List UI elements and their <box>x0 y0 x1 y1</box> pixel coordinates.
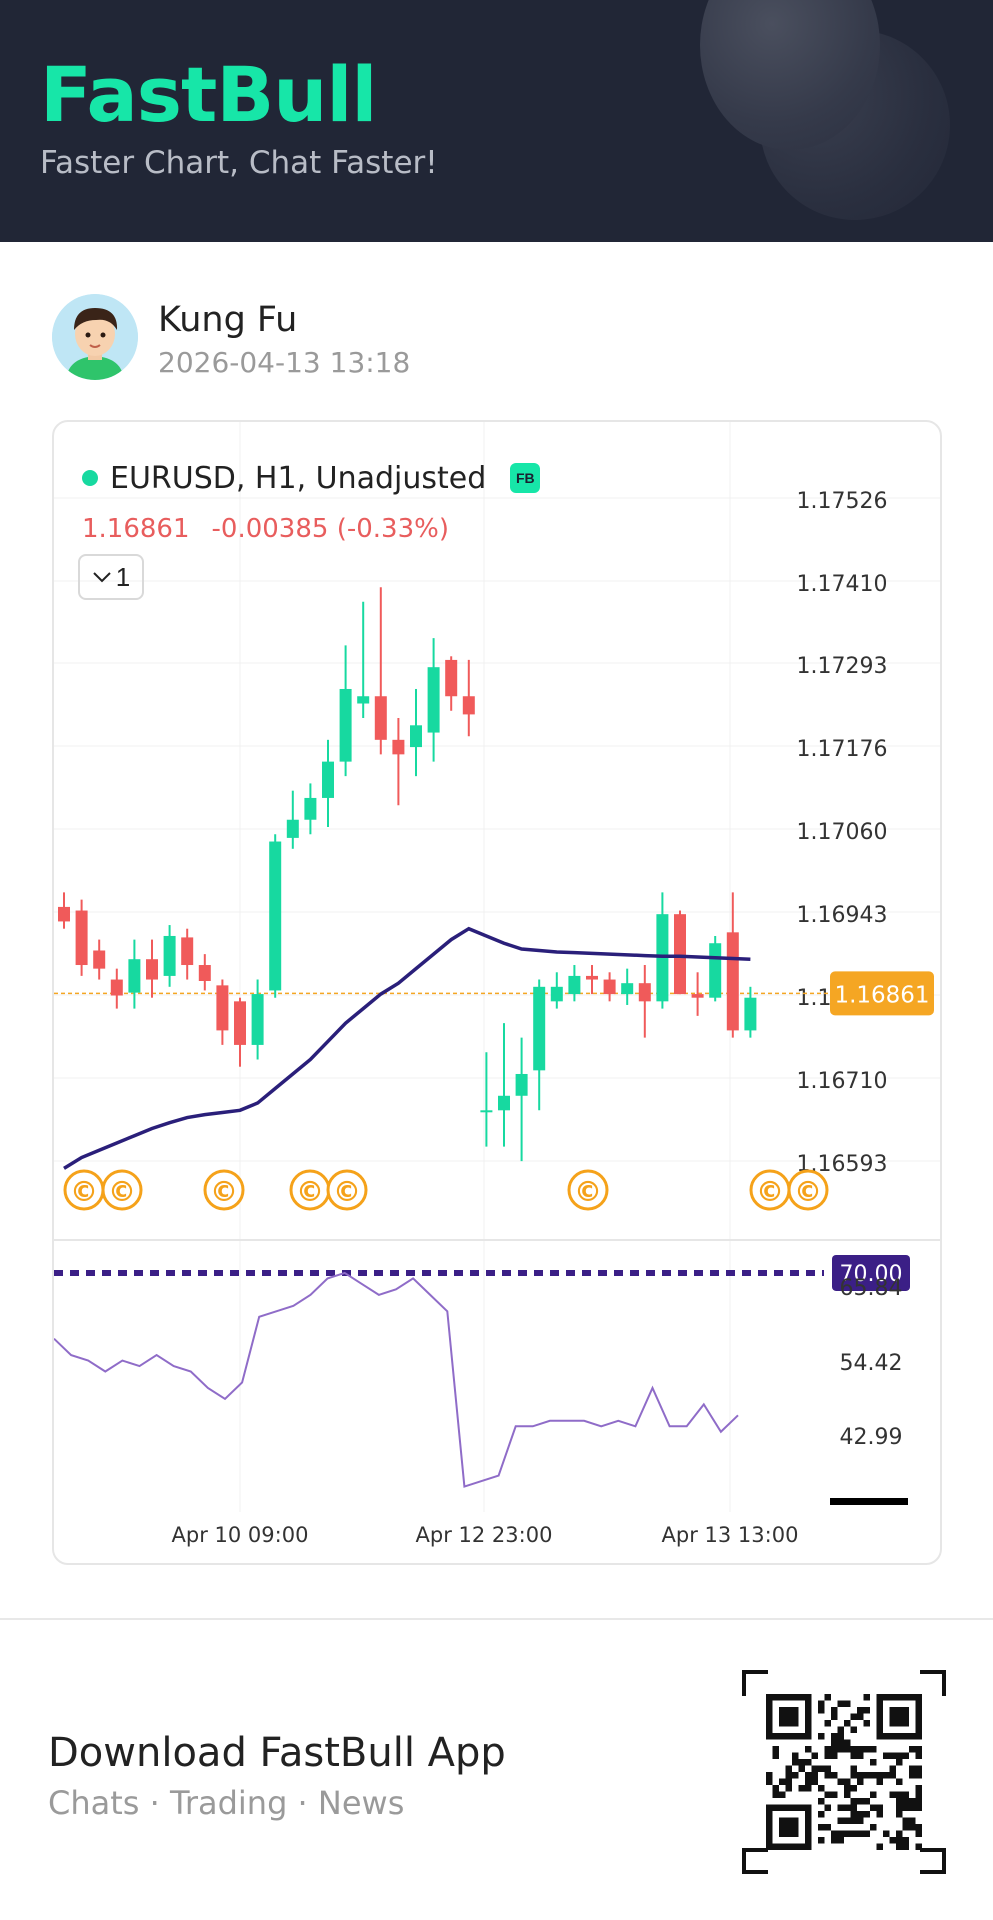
price-chart[interactable]: 1.17526 1.17410 1.17293 1.17176 1.17060 1.169… <box>54 422 942 1565</box>
candle-body <box>181 937 194 966</box>
pane-resize-handle <box>830 1498 908 1505</box>
candle-body <box>216 985 229 1031</box>
interval-selector-button[interactable]: 1 <box>78 554 144 600</box>
candle-body <box>621 983 634 995</box>
x-tick-label: Apr 10 09:00 <box>172 1523 309 1547</box>
event-marker-glyph: © <box>794 1175 822 1208</box>
candle-body <box>374 696 387 740</box>
event-marker-glyph: © <box>574 1175 602 1208</box>
status-dot-icon <box>82 470 98 486</box>
candle-body <box>357 696 370 704</box>
rsi-y-tick-label: 65.84 <box>840 1276 903 1301</box>
y-tick-label: 1.17176 <box>797 737 888 762</box>
candle-body <box>515 1073 528 1096</box>
rsi-threshold-tag <box>832 1254 910 1291</box>
candle-body <box>198 965 211 981</box>
price-change: -0.00385 (-0.33%) <box>211 514 449 544</box>
candle-body <box>322 761 334 798</box>
candle-body <box>638 983 651 1002</box>
price-change-row: 1.16861 -0.00385 (-0.33%) <box>82 514 449 544</box>
candle-body <box>410 725 422 748</box>
qr-corner <box>742 1670 768 1674</box>
candle-body <box>304 797 317 820</box>
event-marker-icon <box>203 1169 245 1211</box>
y-tick-label: 1.16943 <box>797 903 888 928</box>
candle-body <box>480 1110 493 1113</box>
event-marker-glyph: © <box>210 1175 238 1208</box>
app-logo: FastBull <box>40 50 377 139</box>
candle-body <box>726 932 739 1031</box>
y-tick-label: 1.17293 <box>797 654 888 679</box>
y-tick-label: 1.16710 <box>797 1069 888 1094</box>
last-price-tag-label: 1.16861 <box>834 982 929 1008</box>
download-subtitle: Chats · Trading · News <box>48 1784 405 1822</box>
event-marker-glyph: © <box>756 1175 784 1208</box>
rsi-threshold-tag-label: 70.00 <box>840 1262 903 1287</box>
symbol-title: EURUSD, H1, Unadjusted <box>110 460 487 496</box>
event-marker-glyph: © <box>333 1175 361 1208</box>
rsi-y-tick-label: 54.42 <box>840 1351 903 1376</box>
app-tagline: Faster Chart, Chat Faster! <box>40 145 438 181</box>
event-marker-glyph: © <box>108 1175 136 1208</box>
section-divider <box>0 1618 993 1620</box>
app-header: FastBull Faster Chart, Chat Faster! <box>0 0 993 242</box>
x-tick-label: Apr 13 13:00 <box>662 1523 799 1547</box>
moving-average-line <box>63 926 751 1170</box>
event-marker-glyph: © <box>296 1175 324 1208</box>
chevron-down-icon <box>93 572 111 583</box>
last-price: 1.16861 <box>82 514 190 544</box>
rsi-line <box>54 1271 739 1488</box>
event-marker-glyph: © <box>70 1175 98 1208</box>
y-tick-label: 1.17060 <box>797 820 888 845</box>
candle-body <box>462 696 475 715</box>
symbol-row: EURUSD, H1, Unadjusted FB <box>82 458 541 498</box>
candle-body <box>128 959 141 993</box>
event-marker-icon <box>567 1169 609 1211</box>
y-tick-label: 1.17410 <box>797 572 888 597</box>
candle-body <box>709 943 722 998</box>
candle-body <box>568 975 581 995</box>
event-marker-icon <box>101 1169 143 1211</box>
event-marker-icon <box>326 1169 368 1211</box>
candle-body <box>339 688 352 762</box>
event-marker-icon <box>787 1169 829 1211</box>
candle-body <box>392 739 405 755</box>
rsi-y-tick-label: 42.99 <box>840 1425 903 1450</box>
candle-body <box>498 1095 510 1111</box>
candle-body <box>251 994 264 1045</box>
candle-body <box>93 950 106 969</box>
last-price-tag <box>830 971 934 1016</box>
y-tick-label: 1.17526 <box>797 489 888 514</box>
x-tick-label: Apr 12 23:00 <box>416 1523 553 1547</box>
candle-body <box>75 910 88 966</box>
candle-body <box>674 914 686 995</box>
candle-body <box>163 935 176 976</box>
candle-body <box>146 959 158 980</box>
qr-corner <box>742 1848 768 1852</box>
candle-body <box>586 975 598 980</box>
interval-value: 1 <box>115 561 131 592</box>
candle-body <box>533 986 546 1071</box>
candle-body <box>550 986 563 1002</box>
chart-card[interactable]: 1.17526 1.17410 1.17293 1.17176 1.17060 1.169… <box>52 420 942 1565</box>
candle-body <box>234 1001 246 1045</box>
download-title: Download FastBull App <box>48 1730 506 1776</box>
candle-body <box>269 841 282 991</box>
qr-corner <box>920 1670 946 1674</box>
candle-body <box>744 997 757 1031</box>
qr-code-icon[interactable] <box>742 1670 946 1874</box>
post-timestamp: 2026-04-13 13:18 <box>158 346 411 379</box>
candle-body <box>286 819 299 838</box>
candle-body <box>427 667 440 733</box>
user-avatar-icon[interactable] <box>52 294 138 380</box>
candle-body <box>58 906 70 922</box>
candle-body <box>445 659 458 697</box>
qr-corner <box>920 1848 946 1852</box>
candle-body <box>691 994 704 998</box>
candle-body <box>110 979 123 996</box>
fb-badge: FB <box>510 463 541 493</box>
candle-body <box>603 979 616 995</box>
user-name[interactable]: Kung Fu <box>158 300 298 340</box>
